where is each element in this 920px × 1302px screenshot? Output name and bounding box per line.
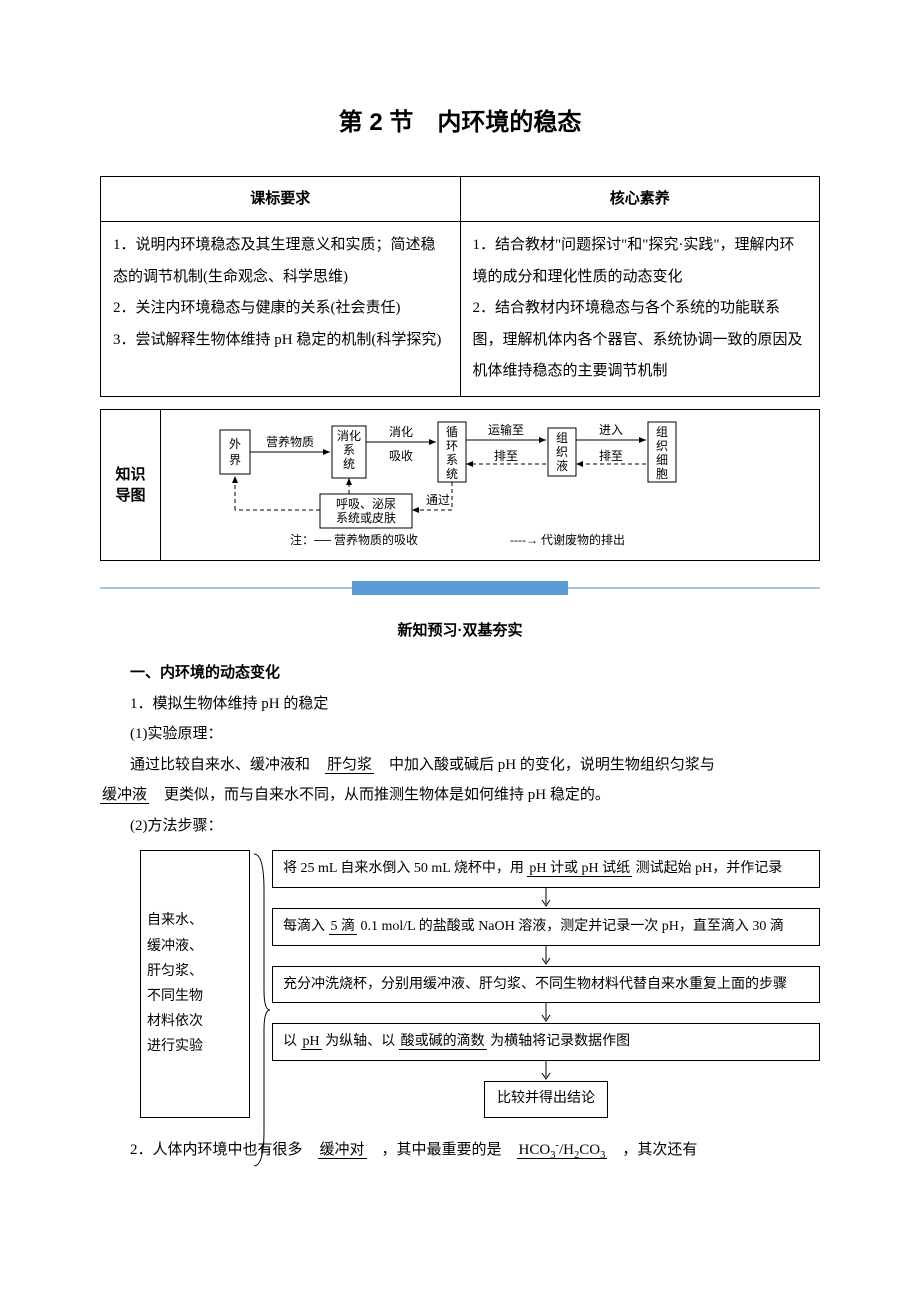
svg-text:----→ 代谢废物的排出: ----→ 代谢废物的排出 bbox=[510, 532, 625, 547]
svg-text:胞: 胞 bbox=[656, 467, 668, 481]
flow-diagram: 外 界 营养物质 消化 系 统 消化 吸收 循 bbox=[210, 420, 770, 550]
step-2: 每滴入 5 滴 0.1 mol/L 的盐酸或 NaOH 溶液，测定并记录一次 p… bbox=[272, 908, 820, 946]
svg-text:组: 组 bbox=[556, 431, 568, 445]
svg-text:消化: 消化 bbox=[337, 429, 361, 443]
th-left: 课标要求 bbox=[101, 176, 461, 222]
e1: 营养物质 bbox=[266, 434, 314, 449]
svg-text:统: 统 bbox=[446, 467, 458, 481]
arrow-down-icon bbox=[272, 946, 820, 966]
svg-text:吸收: 吸收 bbox=[389, 449, 413, 463]
p3: 2．人体内环境中也有很多 缓冲对 ，其中最重要的是 HCO3-/H2CO3 ，其… bbox=[100, 1136, 820, 1165]
step4-blank1: pH bbox=[301, 1034, 322, 1050]
diagram-label: 知识导图 bbox=[101, 409, 161, 560]
svg-text:组: 组 bbox=[656, 425, 668, 439]
steps-right: 将 25 mL 自来水倒入 50 mL 烧杯中，用 pH 计或 pH 试纸 测试… bbox=[272, 850, 820, 1118]
svg-text:液: 液 bbox=[556, 458, 568, 473]
arrow-down-icon bbox=[272, 1003, 820, 1023]
p1b: 中加入酸或碱后 pH 的变化，说明生物组织匀浆与 bbox=[374, 757, 730, 773]
svg-text:通过: 通过 bbox=[426, 493, 450, 507]
step2-blank: 5 滴 bbox=[329, 919, 358, 935]
section-subtitle: 新知预习·双基夯实 bbox=[100, 617, 820, 646]
td-left: 1．说明内环境稳态及其生理意义和实质；简述稳态的调节机制(生命观念、科学思维)2… bbox=[101, 222, 461, 397]
svg-text:细: 细 bbox=[656, 453, 668, 467]
p2-label: (2)方法步骤： bbox=[100, 812, 820, 841]
p1-text: 通过比较自来水、缓冲液和 肝匀浆 中加入酸或碱后 pH 的变化，说明生物组织匀浆… bbox=[100, 751, 820, 780]
divider-band bbox=[100, 581, 820, 595]
blank-p3-1: 缓冲对 bbox=[318, 1142, 367, 1159]
page-title: 第 2 节 内环境的稳态 bbox=[100, 100, 820, 146]
n1l2: 界 bbox=[229, 453, 241, 467]
svg-text:环: 环 bbox=[446, 439, 458, 453]
p1-label: (1)实验原理： bbox=[100, 720, 820, 749]
blank-2: 缓冲液 bbox=[100, 787, 149, 804]
svg-text:消化: 消化 bbox=[389, 425, 413, 439]
svg-text:系: 系 bbox=[446, 453, 458, 467]
svg-text:运输至: 运输至 bbox=[488, 422, 524, 437]
p1c: 更类似，而与自来水不同，从而推测生物体是如何维持 pH 稳定的。 bbox=[149, 787, 610, 803]
step-4: 以 pH 为纵轴、以 酸或碱的滴数 为横轴将记录数据作图 bbox=[272, 1023, 820, 1061]
knowledge-diagram-table: 知识导图 外 界 bbox=[100, 409, 820, 561]
svg-text:统: 统 bbox=[343, 457, 355, 471]
steps-left-box: 自来水、缓冲液、肝匀浆、不同生物材料依次进行实验 bbox=[140, 850, 250, 1118]
svg-text:呼吸、泌尿: 呼吸、泌尿 bbox=[336, 497, 396, 511]
svg-text:织: 织 bbox=[556, 445, 568, 459]
p1a: 通过比较自来水、缓冲液和 bbox=[130, 757, 325, 773]
th-right: 核心素养 bbox=[460, 176, 820, 222]
arrow-down-icon bbox=[272, 1061, 820, 1081]
svg-text:循: 循 bbox=[446, 425, 458, 439]
arrow-down-icon bbox=[272, 888, 820, 908]
n1l1: 外 bbox=[229, 437, 241, 451]
step-3: 充分冲洗烧杯，分别用缓冲液、肝匀浆、不同生物材料代替自来水重复上面的步骤 bbox=[272, 966, 820, 1004]
svg-text:进入: 进入 bbox=[599, 423, 623, 437]
svg-text:注：── 营养物质的吸收: 注：── 营养物质的吸收 bbox=[290, 532, 418, 547]
heading-1: 一、内环境的动态变化 bbox=[100, 659, 820, 688]
brace-icon bbox=[250, 850, 272, 1118]
final-box: 比较并得出结论 bbox=[484, 1081, 608, 1118]
diagram-cell: 外 界 营养物质 消化 系 统 消化 吸收 循 bbox=[161, 409, 820, 560]
step4-blank2: 酸或碱的滴数 bbox=[399, 1034, 487, 1050]
svg-text:排至: 排至 bbox=[494, 449, 518, 463]
svg-text:织: 织 bbox=[656, 439, 668, 453]
step-1: 将 25 mL 自来水倒入 50 mL 烧杯中，用 pH 计或 pH 试纸 测试… bbox=[272, 850, 820, 888]
svg-text:排至: 排至 bbox=[599, 449, 623, 463]
blank-1: 肝匀浆 bbox=[325, 757, 374, 774]
svg-text:系: 系 bbox=[343, 443, 355, 457]
p1-text-2: 缓冲液 更类似，而与自来水不同，从而推测生物体是如何维持 pH 稳定的。 bbox=[100, 781, 820, 810]
steps-diagram: 自来水、缓冲液、肝匀浆、不同生物材料依次进行实验 将 25 mL 自来水倒入 5… bbox=[140, 850, 820, 1118]
requirements-table: 课标要求 核心素养 1．说明内环境稳态及其生理意义和实质；简述稳态的调节机制(生… bbox=[100, 176, 820, 397]
blank-p3-2: HCO3-/H2CO3 bbox=[517, 1142, 608, 1159]
td-right: 1．结合教材"问题探讨"和"探究·实践"，理解内环境的成分和理化性质的动态变化2… bbox=[460, 222, 820, 397]
heading-2: 1．模拟生物体维持 pH 的稳定 bbox=[100, 690, 820, 719]
svg-text:系统或皮肤: 系统或皮肤 bbox=[336, 510, 396, 525]
step1-blank: pH 计或 pH 试纸 bbox=[527, 861, 632, 877]
